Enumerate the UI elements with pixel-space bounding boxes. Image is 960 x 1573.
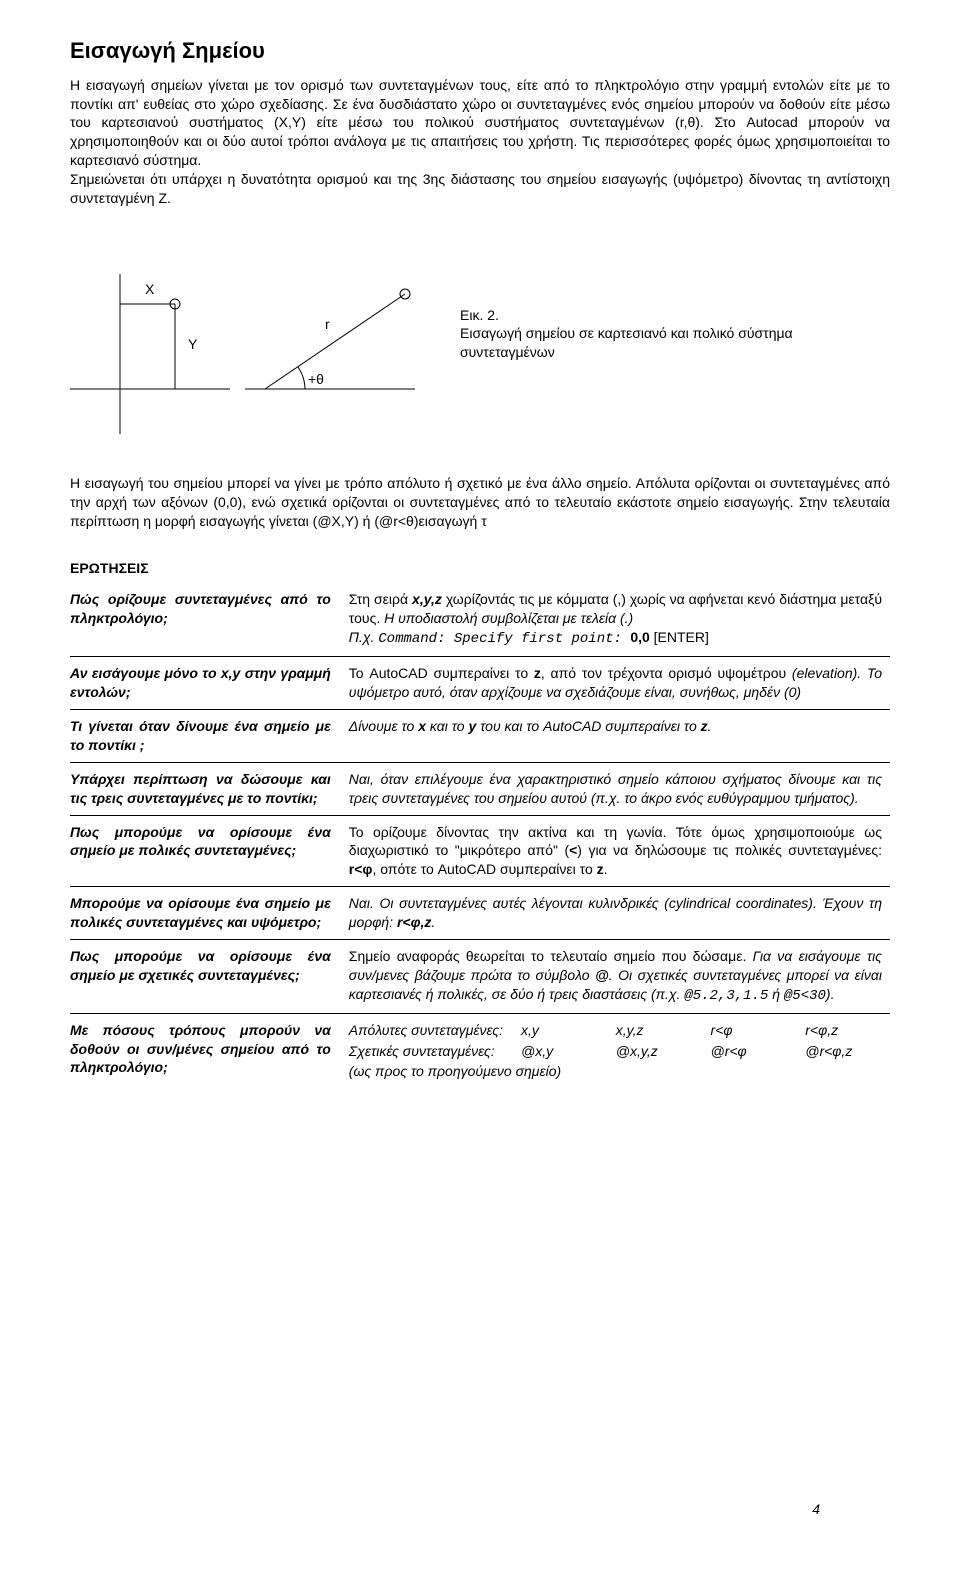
question-cell: Πως μπορούμε να ορίσουμε ένα σημείο με π… [70, 815, 349, 887]
table-row: Με πόσους τρόπους μπορούν να δοθούν οι σ… [70, 1013, 890, 1088]
answer-cell: Απόλυτες συντεταγμένες:x,yx,y,zr<φr<φ,zΣ… [349, 1013, 890, 1088]
table-row: Τι γίνεται όταν δίνουμε ένα σημείο με το… [70, 709, 890, 762]
answer-cell: Δίνουμε το x και το y του και το AutoCAD… [349, 709, 890, 762]
answer-cell: Το ορίζουμε δίνοντας την ακτίνα και τη γ… [349, 815, 890, 887]
answer-cell: Σημείο αναφοράς θεωρείται το τελευταίο σ… [349, 939, 890, 1013]
table-row: Πώς ορίζουμε συντεταγμένες από το πληκτρ… [70, 583, 890, 656]
table-row: Αν εισάγουμε μόνο το x,y στην γραμμή εντ… [70, 657, 890, 710]
table-row: Πως μπορούμε να ορίσουμε ένα σημείο με π… [70, 815, 890, 887]
answer-cell: Ναι, όταν επιλέγουμε ένα χαρακτηριστικό … [349, 762, 890, 815]
answer-cell: Ναι. Οι συντεταγμένες αυτές λέγονται κυλ… [349, 887, 890, 940]
questions-heading: ΕΡΩΤΗΣΕΙΣ [70, 559, 890, 578]
page-title: Εισαγωγή Σημείου [70, 36, 890, 66]
table-row: Υπάρχει περίπτωση να δώσουμε και τις τρε… [70, 762, 890, 815]
question-cell: Τι γίνεται όταν δίνουμε ένα σημείο με το… [70, 709, 349, 762]
caption-number: Εικ. 2. [460, 306, 890, 325]
page-number: 4 [812, 1500, 820, 1519]
question-cell: Μπορούμε να ορίσουμε ένα σημείο με πολικ… [70, 887, 349, 940]
diagram-label-theta: +θ [308, 371, 324, 387]
intro-paragraph-1: Η εισαγωγή σημείων γίνεται με τον ορισμό… [70, 76, 890, 170]
coordinate-diagram: X Y r +θ [70, 234, 430, 434]
table-row: Μπορούμε να ορίσουμε ένα σημείο με πολικ… [70, 887, 890, 940]
question-cell: Με πόσους τρόπους μπορούν να δοθούν οι σ… [70, 1013, 349, 1088]
diagram-label-y: Y [188, 336, 198, 352]
table-row: Πως μπορούμε να ορίσουμε ένα σημείο με σ… [70, 939, 890, 1013]
questions-table: Πώς ορίζουμε συντεταγμένες από το πληκτρ… [70, 583, 890, 1088]
caption-text: Εισαγωγή σημείου σε καρτεσιανό και πολικ… [460, 325, 793, 360]
question-cell: Πως μπορούμε να ορίσουμε ένα σημείο με σ… [70, 939, 349, 1013]
answer-cell: Το AutoCAD συμπεραίνει το z, από τον τρέ… [349, 657, 890, 710]
intro-paragraph-2: Σημειώνεται ότι υπάρχει η δυνατότητα ορι… [70, 170, 890, 208]
diagram-caption: Εικ. 2. Εισαγωγή σημείου σε καρτεσιανό κ… [460, 306, 890, 363]
diagram-label-r: r [325, 316, 330, 332]
mid-paragraph: Η εισαγωγή του σημείου μπορεί να γίνει μ… [70, 474, 890, 531]
answer-cell: Στη σειρά x,y,z χωρίζοντάς τις με κόμματ… [349, 583, 890, 656]
diagram-label-x: X [145, 281, 155, 297]
question-cell: Πώς ορίζουμε συντεταγμένες από το πληκτρ… [70, 583, 349, 656]
question-cell: Αν εισάγουμε μόνο το x,y στην γραμμή εντ… [70, 657, 349, 710]
question-cell: Υπάρχει περίπτωση να δώσουμε και τις τρε… [70, 762, 349, 815]
coordinate-diagram-row: X Y r +θ Εικ. 2. Εισαγωγή σημείου σε καρ… [70, 234, 890, 434]
